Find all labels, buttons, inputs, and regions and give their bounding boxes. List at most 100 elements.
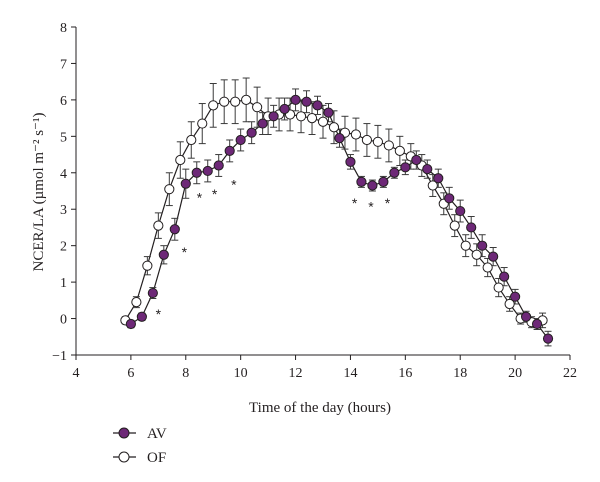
data-point-of — [131, 297, 142, 308]
data-point-of — [504, 298, 515, 310]
data-point-av — [169, 224, 180, 235]
data-point-av — [246, 127, 257, 138]
x-tick-label: 6 — [127, 366, 134, 381]
x-tick-label: 12 — [289, 366, 303, 381]
x-tick-label: 8 — [182, 366, 189, 381]
x-axis-title: Time of the day (hours) — [249, 400, 391, 416]
data-point-av — [125, 318, 136, 330]
y-axis-title: NCER/LA (µmol m⁻² s⁻¹) — [31, 113, 47, 272]
data-point-av — [455, 205, 466, 217]
data-point-av — [257, 118, 268, 129]
data-point-of — [449, 220, 460, 231]
data-points — [120, 94, 554, 344]
data-point-av — [356, 176, 367, 187]
y-tick-label: 3 — [60, 203, 67, 218]
legend: AV OF — [113, 426, 167, 466]
data-point-av — [444, 193, 455, 204]
y-tick-label: 1 — [60, 276, 67, 291]
x-tick-label: 20 — [508, 366, 522, 381]
y-tick-label: 2 — [60, 240, 67, 255]
significance-star: * — [182, 244, 188, 260]
x-tick-label: 16 — [398, 366, 412, 381]
data-point-of — [208, 100, 219, 111]
data-point-av — [158, 249, 169, 260]
data-point-av — [213, 160, 224, 171]
x-tick-label: 10 — [234, 366, 248, 381]
data-point-av — [488, 251, 499, 262]
data-point-of — [230, 96, 241, 107]
significance-star: * — [231, 177, 237, 193]
data-point-of — [186, 134, 197, 146]
data-point-av — [312, 100, 323, 111]
data-point-av — [411, 154, 422, 166]
x-tick-label: 22 — [563, 366, 577, 381]
x-tick-label: 18 — [453, 366, 467, 381]
error-bars — [121, 77, 552, 347]
data-point-av — [268, 111, 279, 122]
data-point-av — [422, 164, 433, 175]
data-point-of — [427, 180, 438, 191]
data-point-av — [477, 240, 488, 251]
data-point-av — [290, 94, 301, 105]
data-point-av — [323, 107, 334, 118]
significance-markers: * * * * * * * * — [156, 177, 391, 322]
data-point-av — [180, 178, 191, 189]
legend-av-marker — [118, 427, 130, 439]
y-tick-label: −1 — [52, 349, 67, 364]
y-tick-label: 8 — [60, 21, 67, 36]
data-point-av — [136, 311, 147, 322]
data-point-av — [301, 96, 312, 107]
data-point-of — [164, 184, 175, 195]
data-point-av — [389, 167, 400, 178]
data-point-of — [372, 136, 383, 147]
legend-of-label: OF — [147, 450, 166, 466]
data-point-av — [202, 165, 213, 177]
data-point-of — [383, 140, 394, 151]
data-point-of — [295, 111, 307, 122]
data-point-of — [175, 154, 186, 166]
data-point-av — [499, 271, 510, 282]
data-point-of — [252, 102, 263, 113]
data-point-av — [542, 333, 554, 344]
data-point-of — [471, 249, 482, 260]
significance-star: * — [197, 189, 203, 205]
y-tick-label: 5 — [60, 130, 67, 145]
data-point-av — [531, 318, 543, 330]
significance-star: * — [212, 186, 218, 202]
significance-star: * — [156, 306, 162, 322]
significance-star: * — [352, 195, 358, 211]
y-tick-label: 7 — [60, 57, 67, 72]
data-point-of — [241, 94, 252, 105]
data-point-av — [147, 287, 158, 299]
data-point-av — [367, 180, 378, 191]
significance-star: * — [385, 195, 391, 211]
data-point-av — [191, 167, 202, 178]
data-point-av — [400, 162, 411, 173]
data-point-of — [482, 262, 493, 273]
legend-item-of: OF — [113, 450, 166, 466]
data-point-av — [334, 133, 345, 144]
legend-av-label: AV — [147, 426, 167, 442]
data-point-of — [306, 113, 318, 124]
data-point-av — [433, 173, 444, 184]
data-point-of — [361, 134, 373, 146]
data-point-av — [279, 103, 290, 115]
data-point-av — [466, 222, 477, 233]
data-point-av — [235, 134, 246, 146]
data-point-of — [142, 260, 153, 271]
data-point-av — [345, 156, 356, 167]
x-tick-label: 4 — [73, 366, 80, 381]
data-point-of — [317, 116, 329, 127]
data-point-of — [153, 220, 164, 231]
data-point-av — [520, 311, 532, 322]
data-point-av — [510, 291, 521, 302]
data-point-of — [394, 145, 405, 157]
legend-item-av: AV — [113, 426, 167, 442]
data-point-of — [328, 122, 340, 133]
y-tick-label: 4 — [60, 167, 67, 182]
data-point-av — [378, 176, 389, 187]
data-point-av — [224, 145, 235, 157]
